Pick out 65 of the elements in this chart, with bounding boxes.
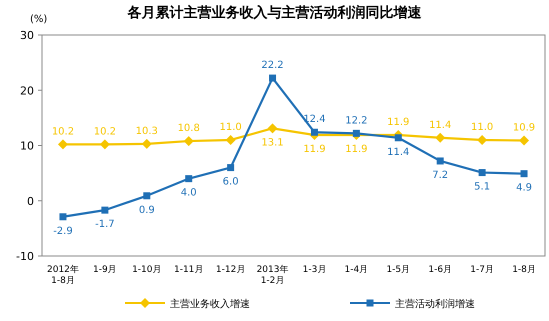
point (59, 213, 66, 220)
data-label: 10.8 (178, 123, 200, 134)
point (184, 136, 194, 146)
x-tick-label: 1-8月 (512, 265, 536, 275)
data-label: 11.9 (303, 144, 326, 156)
x-tick-label: 1-9月 (93, 265, 117, 275)
data-label: 10.3 (136, 126, 158, 137)
x-tick-label: 1-11月 (174, 265, 204, 275)
y-tick-label: 10 (20, 140, 34, 152)
legend-label: 主营业务收入增速 (170, 298, 250, 310)
data-label: 12.2 (345, 115, 368, 126)
x-tick-label: 2012年 1-8月 (47, 264, 79, 286)
point (101, 206, 108, 214)
data-label: 10.9 (512, 122, 536, 134)
point (269, 74, 276, 82)
point (477, 134, 488, 145)
x-tick-label: 2013年 1-2月 (256, 264, 288, 286)
point (268, 123, 278, 134)
point (310, 128, 318, 136)
point (227, 164, 234, 172)
point (143, 192, 150, 200)
data-label: 4.9 (516, 182, 532, 194)
data-label: 11.0 (219, 122, 242, 133)
chart-title: 各月累计主营业务收入与主营活动利润同比增速 (126, 4, 422, 21)
x-tick-label: 1-7月 (470, 265, 494, 275)
point (394, 134, 402, 142)
y-tick-label: -10 (16, 250, 34, 263)
point (520, 170, 528, 178)
point (58, 139, 68, 150)
point (478, 169, 486, 176)
data-label: 4.0 (180, 188, 197, 199)
data-label: 11.0 (470, 122, 494, 133)
data-label: 11.4 (429, 120, 452, 131)
point (100, 139, 110, 150)
data-label: 6.0 (222, 176, 239, 188)
x-tick-label: 1-6月 (428, 265, 452, 275)
data-label: -2.9 (53, 226, 73, 237)
data-label: 10.2 (52, 126, 74, 138)
point (142, 138, 152, 149)
data-label: -1.7 (95, 219, 115, 230)
y-axis-title: (%) (30, 14, 48, 25)
y-tick-label: 20 (20, 84, 34, 98)
legend-label: 主营活动利润增速 (395, 298, 475, 310)
data-label: 22.2 (261, 60, 284, 72)
y-tick-label: 0 (27, 194, 34, 208)
x-tick-label: 1-12月 (216, 265, 246, 275)
y-tick-label: 30 (20, 29, 34, 42)
point (436, 157, 444, 164)
data-label: 11.9 (345, 144, 368, 156)
x-tick-label: 1-3月 (302, 265, 326, 275)
data-label: 10.2 (94, 126, 116, 138)
data-label: 11.4 (387, 146, 410, 158)
point (519, 136, 530, 146)
data-label: 7.2 (432, 170, 448, 181)
data-label: 0.9 (138, 204, 155, 216)
point (435, 132, 446, 143)
x-tick-label: 1-10月 (132, 265, 162, 275)
data-label: 13.1 (261, 137, 284, 148)
point (352, 130, 360, 137)
point (226, 134, 236, 145)
data-label: 11.9 (387, 117, 410, 128)
data-label: 5.1 (474, 182, 490, 193)
point (185, 175, 192, 182)
x-tick-label: 1-4月 (344, 265, 368, 275)
x-tick-label: 1-5月 (386, 265, 410, 275)
